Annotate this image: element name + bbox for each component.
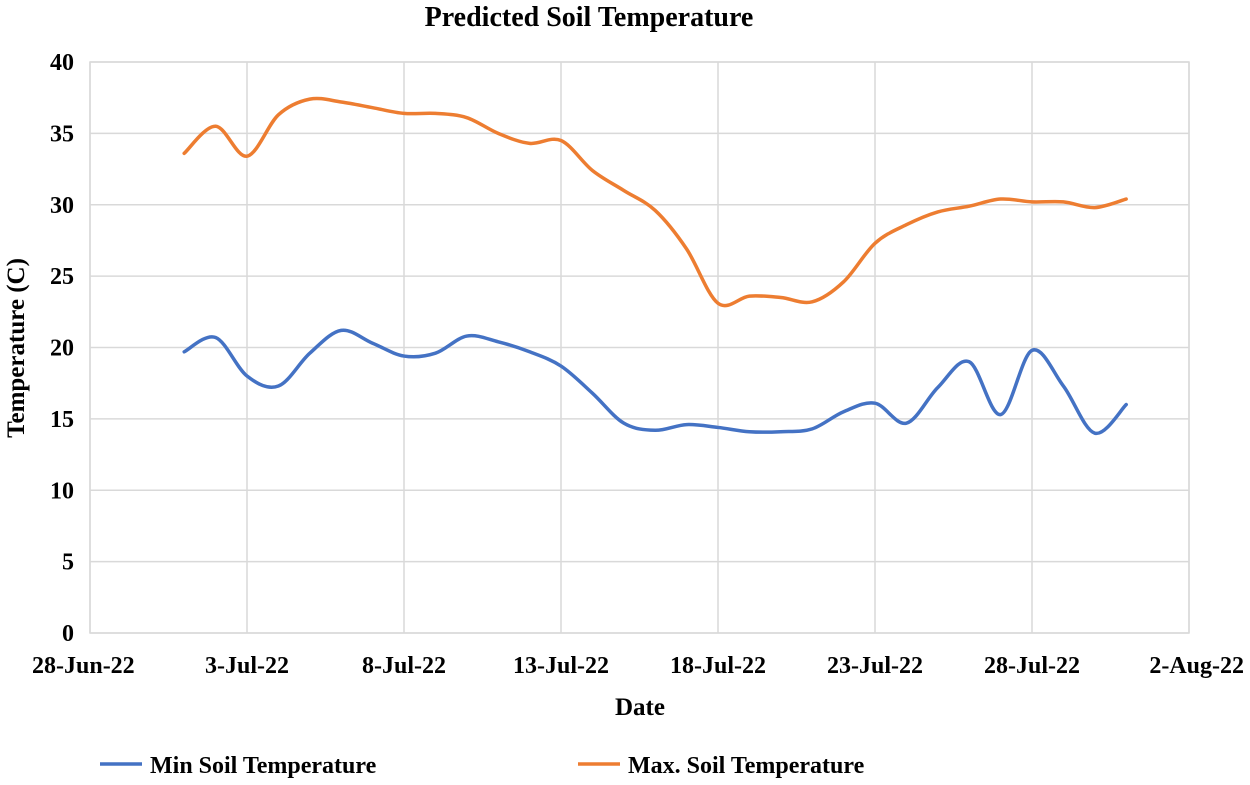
min-soil-temperature-line [182, 328, 1128, 435]
y-tick-label: 0 [62, 621, 74, 647]
horizontal-gridlines [90, 61, 1189, 634]
legend-label-max: Max. Soil Temperature [628, 753, 865, 779]
series-lines [182, 96, 1128, 435]
x-axis-label: Date [615, 694, 665, 721]
y-tick-label: 30 [50, 193, 74, 219]
x-tick-label: 2-Aug-22 [1149, 653, 1244, 679]
x-tick-label: 28-Jul-22 [984, 653, 1080, 679]
legend-label-min: Min Soil Temperature [150, 753, 377, 779]
y-tick-label: 20 [50, 336, 74, 362]
y-axis-label: Temperature (C) [3, 258, 30, 438]
legend: Min Soil Temperature Max. Soil Temperatu… [100, 753, 865, 779]
x-tick-label: 8-Jul-22 [362, 653, 446, 679]
y-tick-label: 5 [62, 550, 74, 576]
x-axis-tick-labels: 28-Jun-22 3-Jul-22 8-Jul-22 13-Jul-22 18-Jul… [32, 653, 1244, 679]
y-tick-label: 25 [50, 264, 74, 290]
x-tick-label: 23-Jul-22 [827, 653, 923, 679]
y-tick-label: 15 [50, 407, 74, 433]
y-axis-tick-labels: 0 5 10 15 20 25 30 35 40 [50, 50, 74, 647]
x-tick-label: 18-Jul-22 [670, 653, 766, 679]
chart-title: Predicted Soil Temperature [425, 2, 754, 33]
x-tick-label: 13-Jul-22 [513, 653, 609, 679]
x-tick-label: 3-Jul-22 [205, 653, 289, 679]
y-tick-label: 35 [50, 121, 74, 147]
max-soil-temperature-line [182, 96, 1128, 308]
x-tick-label: 28-Jun-22 [32, 653, 135, 679]
y-tick-label: 40 [50, 50, 74, 76]
y-tick-label: 10 [50, 478, 74, 504]
